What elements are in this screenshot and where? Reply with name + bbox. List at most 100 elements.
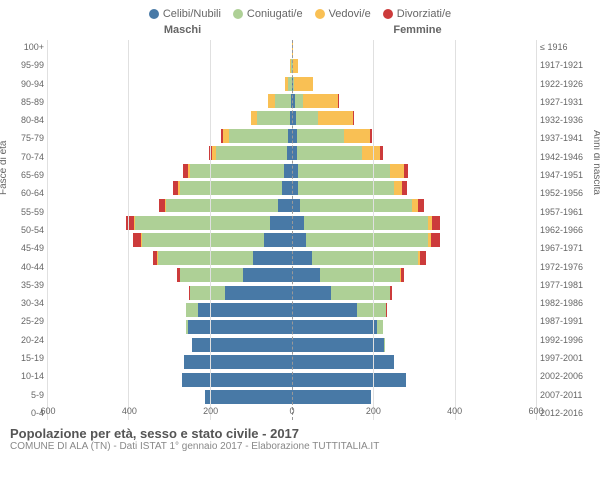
y-tick-age: 80-84	[0, 115, 44, 125]
y-tick-age: 100+	[0, 42, 44, 52]
bar-segment	[404, 164, 408, 178]
row-male-side	[48, 373, 292, 387]
bar-segment	[292, 338, 384, 352]
bar-segment	[296, 111, 318, 125]
y-tick-birth: ≤ 1916	[540, 42, 600, 52]
y-tick-age: 95-99	[0, 60, 44, 70]
bar-segment	[225, 286, 292, 300]
bar-segment	[198, 303, 292, 317]
bar-segment	[304, 216, 428, 230]
y-tick-age: 10-14	[0, 371, 44, 381]
bar-segment	[353, 111, 354, 125]
bar-segment	[292, 199, 300, 213]
row-male-side	[48, 77, 292, 91]
bar-segment	[284, 164, 292, 178]
row-male-side	[48, 146, 292, 160]
row-female-side	[292, 94, 536, 108]
legend-swatch	[233, 9, 243, 19]
legend-swatch	[383, 9, 393, 19]
chart-subtitle: COMUNE DI ALA (TN) - Dati ISTAT 1° genna…	[10, 441, 590, 452]
legend-item: Celibi/Nubili	[149, 8, 221, 20]
bar-segment	[394, 181, 402, 195]
bar-segment	[303, 94, 338, 108]
bar-segment	[294, 77, 312, 91]
bar-segment	[293, 59, 298, 73]
bar-segment	[300, 199, 412, 213]
section-labels: Maschi Femmine	[0, 24, 600, 40]
row-male-side	[48, 251, 292, 265]
x-tick: 0	[289, 406, 294, 416]
legend-item: Divorziati/e	[383, 8, 451, 20]
x-tick: 200	[366, 406, 381, 416]
bar-segment	[270, 216, 292, 230]
bar-segment	[292, 303, 357, 317]
row-female-side	[292, 164, 536, 178]
legend-swatch	[149, 9, 159, 19]
bar-segment	[292, 251, 312, 265]
y-tick-birth: 1917-1921	[540, 60, 600, 70]
y-tick-age: 90-94	[0, 79, 44, 89]
bar-segment	[292, 355, 394, 369]
row-female-side	[292, 199, 536, 213]
bar-segment	[320, 268, 399, 282]
row-male-side	[48, 94, 292, 108]
bar-segment	[377, 320, 383, 334]
center-divider	[292, 40, 293, 420]
y-tick-age: 35-39	[0, 280, 44, 290]
row-female-side	[292, 111, 536, 125]
row-male-side	[48, 111, 292, 125]
y-tick-age: 0-4	[0, 408, 44, 418]
bar-segment	[142, 233, 264, 247]
bar-segment	[126, 216, 134, 230]
y-tick-birth: 1927-1931	[540, 97, 600, 107]
bar-segment	[292, 216, 304, 230]
x-tick: 600	[40, 406, 55, 416]
y-tick-birth: 1922-1926	[540, 79, 600, 89]
bar-segment	[297, 146, 362, 160]
y-tick-birth: 1967-1971	[540, 243, 600, 253]
y-tick-age: 15-19	[0, 353, 44, 363]
males-label: Maschi	[65, 24, 300, 36]
row-female-side	[292, 146, 536, 160]
bar-segment	[432, 216, 440, 230]
y-tick-birth: 2012-2016	[540, 408, 600, 418]
y-axis-left: 100+95-9990-9485-8980-8475-7970-7465-696…	[0, 40, 48, 420]
y-tick-birth: 1962-1966	[540, 225, 600, 235]
row-male-side	[48, 338, 292, 352]
y-tick-age: 25-29	[0, 316, 44, 326]
row-female-side	[292, 77, 536, 91]
row-female-side	[292, 181, 536, 195]
bar-segment	[370, 129, 372, 143]
bar-segment	[357, 303, 385, 317]
y-tick-birth: 1997-2001	[540, 353, 600, 363]
bar-segment	[402, 181, 407, 195]
legend-item: Vedovi/e	[315, 8, 371, 20]
legend-item: Coniugati/e	[233, 8, 303, 20]
y-tick-age: 30-34	[0, 298, 44, 308]
bar-segment	[292, 268, 320, 282]
bar-segment	[205, 390, 292, 404]
y-tick-age: 50-54	[0, 225, 44, 235]
y-tick-age: 40-44	[0, 262, 44, 272]
bar-segment	[216, 146, 287, 160]
bar-segment	[186, 303, 198, 317]
bar-segment	[298, 164, 390, 178]
y-tick-birth: 2002-2006	[540, 371, 600, 381]
x-tick: 400	[122, 406, 137, 416]
bar-segment	[292, 373, 406, 387]
bar-segment	[344, 129, 370, 143]
row-female-side	[292, 59, 536, 73]
chart-area: Fasce di età 100+95-9990-9485-8980-8475-…	[0, 40, 600, 420]
row-male-side	[48, 320, 292, 334]
legend-label: Coniugati/e	[247, 8, 303, 20]
bar-segment	[390, 164, 404, 178]
bar-segment	[180, 181, 282, 195]
bar-segment	[188, 320, 292, 334]
row-male-side	[48, 303, 292, 317]
y-tick-birth: 1957-1961	[540, 207, 600, 217]
y-tick-age: 45-49	[0, 243, 44, 253]
row-male-side	[48, 129, 292, 143]
y-axis-right: ≤ 19161917-19211922-19261927-19311932-19…	[536, 40, 600, 420]
bar-segment	[182, 373, 292, 387]
bar-segment	[133, 233, 140, 247]
